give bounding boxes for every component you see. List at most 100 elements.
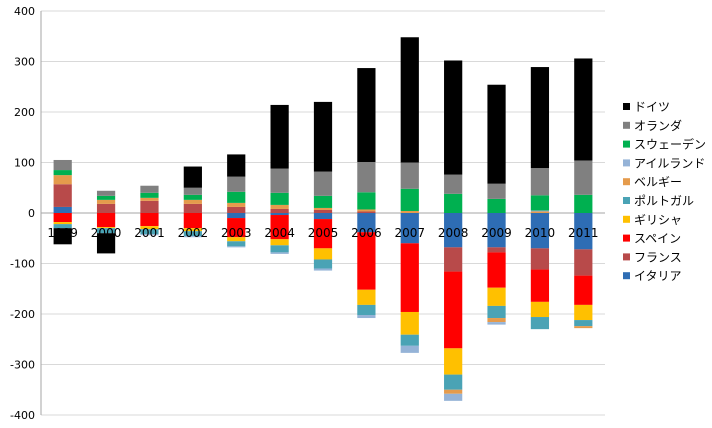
legend-label: オランダ bbox=[634, 118, 682, 133]
bar-segment bbox=[357, 211, 376, 213]
bar-segment bbox=[313, 209, 333, 213]
bar-segment bbox=[270, 252, 289, 254]
bar-segment bbox=[574, 304, 593, 321]
bar-segment bbox=[270, 213, 289, 216]
bar-segment bbox=[183, 166, 202, 188]
bar-segment bbox=[530, 168, 550, 196]
bar-segment bbox=[313, 213, 333, 220]
bar-segment bbox=[96, 233, 116, 254]
bar-segment bbox=[183, 236, 202, 238]
legend-label: ギリシャ bbox=[634, 213, 682, 227]
bar-segment bbox=[487, 322, 506, 325]
x-tick-label: 2001 bbox=[134, 226, 165, 240]
bar-segment bbox=[313, 248, 333, 260]
bar-segment bbox=[313, 195, 333, 208]
bar-segment bbox=[530, 248, 550, 270]
legend-swatch bbox=[623, 121, 630, 129]
y-tick-label: 400 bbox=[14, 5, 35, 18]
bar-segment bbox=[530, 317, 550, 330]
legend-label: スペイン bbox=[634, 232, 681, 246]
bar-segment bbox=[487, 183, 506, 199]
bar-segment bbox=[444, 193, 463, 213]
bar-segment bbox=[357, 68, 376, 162]
bar-segment bbox=[183, 187, 202, 195]
bar-segment bbox=[227, 218, 246, 238]
legend-swatch bbox=[623, 140, 630, 148]
bar-segment bbox=[357, 209, 376, 212]
bar-segment bbox=[487, 247, 506, 253]
bar-segment bbox=[357, 161, 376, 193]
bar-segment bbox=[400, 37, 419, 163]
x-tick-label: 1999 bbox=[47, 226, 78, 240]
bar-segment bbox=[140, 213, 159, 227]
bar-segment bbox=[270, 204, 289, 209]
bar-segment bbox=[270, 245, 289, 253]
bar-segment bbox=[270, 208, 289, 213]
bar-segment bbox=[530, 210, 550, 212]
bar-segment bbox=[270, 192, 289, 205]
x-tick-label: 2000 bbox=[91, 226, 122, 240]
x-tick-label: 2005 bbox=[308, 226, 339, 240]
bar-segment bbox=[53, 175, 72, 185]
bar-segment bbox=[140, 229, 159, 235]
bar-segment bbox=[227, 213, 246, 219]
bar-segment bbox=[313, 101, 333, 172]
bar-segment bbox=[227, 246, 246, 248]
bar-segment bbox=[487, 287, 506, 306]
bar-segment bbox=[53, 206, 72, 213]
legend-swatch bbox=[623, 215, 630, 223]
bar-segment bbox=[357, 192, 376, 210]
bar-segment bbox=[183, 203, 202, 213]
bar-segment bbox=[574, 275, 593, 305]
bar-segment bbox=[400, 210, 419, 213]
y-tick-label: 0 bbox=[28, 207, 35, 220]
bar-segment bbox=[53, 184, 72, 207]
y-tick-label: 100 bbox=[14, 157, 35, 170]
bar-segment bbox=[183, 228, 202, 232]
bar-segment bbox=[313, 259, 333, 269]
bar-segment bbox=[487, 318, 506, 323]
bar-segment bbox=[400, 334, 419, 346]
legend-swatch bbox=[623, 159, 630, 167]
y-tick-label: -300 bbox=[10, 359, 35, 372]
legend-swatch bbox=[623, 103, 630, 110]
bar-segment bbox=[530, 301, 550, 318]
bar-segment bbox=[183, 194, 202, 200]
legend-label: フランス bbox=[634, 250, 682, 264]
bar-segment bbox=[96, 227, 116, 229]
legend-label: ベルギー bbox=[634, 175, 682, 189]
bar-segment bbox=[444, 174, 463, 194]
bar-segment bbox=[487, 198, 506, 213]
bar-segment bbox=[96, 195, 116, 200]
bar-segment bbox=[140, 185, 159, 193]
bar-segment bbox=[140, 226, 159, 230]
legend: ドイツオランダスウェーデンアイルランドベルギーポルトガルギリシャスペインフランス… bbox=[623, 100, 706, 283]
bar-segment bbox=[140, 200, 159, 213]
legend-swatch bbox=[623, 234, 630, 242]
bar-segment bbox=[183, 231, 202, 237]
bar-segment bbox=[140, 197, 159, 201]
x-tick-label: 2003 bbox=[221, 226, 252, 240]
bar-segment bbox=[444, 374, 463, 390]
bar-segment bbox=[227, 154, 246, 177]
bar-segment bbox=[227, 191, 246, 203]
bar-segment bbox=[357, 315, 376, 319]
bar-segment bbox=[530, 213, 550, 249]
bar-segment bbox=[530, 211, 550, 213]
bar-segment bbox=[227, 241, 246, 247]
y-tick-label: -400 bbox=[10, 409, 35, 422]
bar-segment bbox=[227, 176, 246, 192]
bar-segment bbox=[487, 84, 506, 184]
bar-segment bbox=[313, 207, 333, 210]
bar-segment bbox=[357, 213, 376, 233]
bar-segment bbox=[270, 168, 289, 193]
legend-swatch bbox=[623, 272, 630, 280]
bar-segment bbox=[183, 199, 202, 204]
legend-swatch bbox=[623, 178, 630, 186]
bar-segment bbox=[96, 228, 116, 234]
x-tick-label: 2010 bbox=[525, 226, 556, 240]
bar-segment bbox=[530, 269, 550, 302]
bar-segment bbox=[227, 206, 246, 213]
